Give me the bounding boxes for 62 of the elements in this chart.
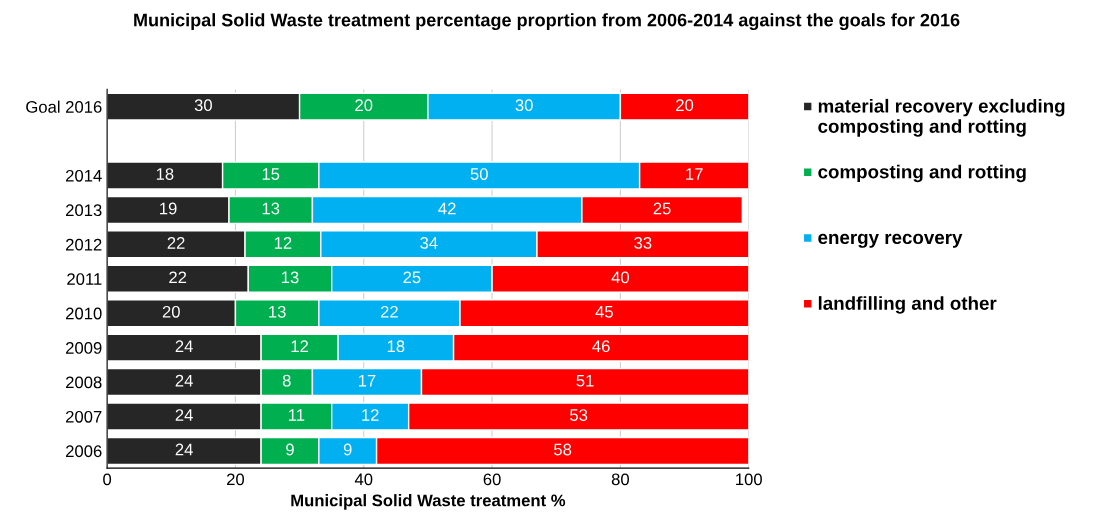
data-label: 11	[289, 409, 305, 421]
x-tick-label: 80	[611, 473, 629, 486]
data-label: 24	[175, 443, 193, 456]
x-tick-label: 0	[103, 473, 112, 486]
legend-label: material recovery excluding composting and rotting	[818, 98, 1065, 137]
data-label: 12	[274, 237, 292, 249]
y-tick-label: 2007	[66, 410, 102, 423]
data-label: 9	[343, 443, 352, 456]
data-label: 15	[262, 168, 280, 180]
x-tick-label: 100	[736, 473, 762, 486]
y-tick-label: 2014	[66, 169, 102, 182]
data-label: 18	[156, 168, 174, 180]
y-tick-label: 2012	[66, 238, 102, 251]
y-tick-label: Goal 2016	[26, 100, 102, 113]
data-label: 40	[611, 271, 629, 284]
data-label: 22	[169, 271, 187, 284]
y-tick-label: 2011	[67, 273, 102, 285]
data-label: 17	[358, 374, 376, 387]
data-label: 12	[362, 409, 379, 421]
data-label: 25	[653, 202, 671, 215]
chart-title: Municipal Solid Waste treatment percentage proprtion from 2006-2014 against the goals for 2016	[134, 13, 960, 31]
data-label: 42	[438, 202, 456, 215]
data-label: 8	[282, 374, 291, 387]
x-tick-label: 60	[483, 473, 501, 486]
data-label: 17	[686, 168, 703, 180]
data-label: 13	[269, 305, 286, 318]
legend-label: energy recovery	[818, 233, 963, 248]
data-label: 18	[387, 340, 405, 353]
data-label: 24	[175, 409, 193, 421]
data-label: 19	[160, 202, 177, 215]
data-label: 13	[281, 271, 299, 284]
data-label: 50	[470, 168, 488, 180]
x-axis-title: Municipal Solid Waste treatment %	[291, 494, 566, 510]
data-label: 22	[167, 237, 185, 249]
y-tick-label: 2013	[66, 204, 102, 217]
data-label: 33	[634, 237, 652, 249]
data-label: 13	[262, 202, 280, 215]
data-label: 30	[194, 99, 212, 112]
x-tick-label: 40	[354, 473, 373, 486]
data-label: 20	[355, 99, 373, 112]
y-tick-label: 2009	[66, 342, 102, 354]
data-label: 46	[592, 340, 610, 353]
data-label: 20	[162, 305, 180, 318]
data-label: 51	[576, 374, 594, 387]
data-label: 45	[595, 306, 613, 318]
data-label: 53	[570, 409, 588, 421]
data-label: 20	[676, 99, 694, 112]
legend-label: composting and rotting	[818, 164, 1026, 183]
y-tick-label: 2010	[66, 307, 102, 320]
data-label: 34	[420, 237, 438, 249]
data-label: 9	[286, 443, 294, 456]
data-label: 58	[554, 443, 572, 456]
x-tick-label: 20	[227, 473, 245, 486]
data-label: 12	[291, 340, 309, 352]
data-label: 22	[380, 305, 398, 318]
data-label: 30	[515, 99, 533, 112]
data-label: 24	[175, 374, 193, 387]
data-label: 24	[175, 340, 193, 352]
data-label: 25	[403, 271, 421, 284]
legend-label: landfilling and other	[818, 296, 997, 314]
y-tick-label: 2006	[66, 445, 102, 458]
y-tick-label: 2008	[66, 376, 102, 389]
